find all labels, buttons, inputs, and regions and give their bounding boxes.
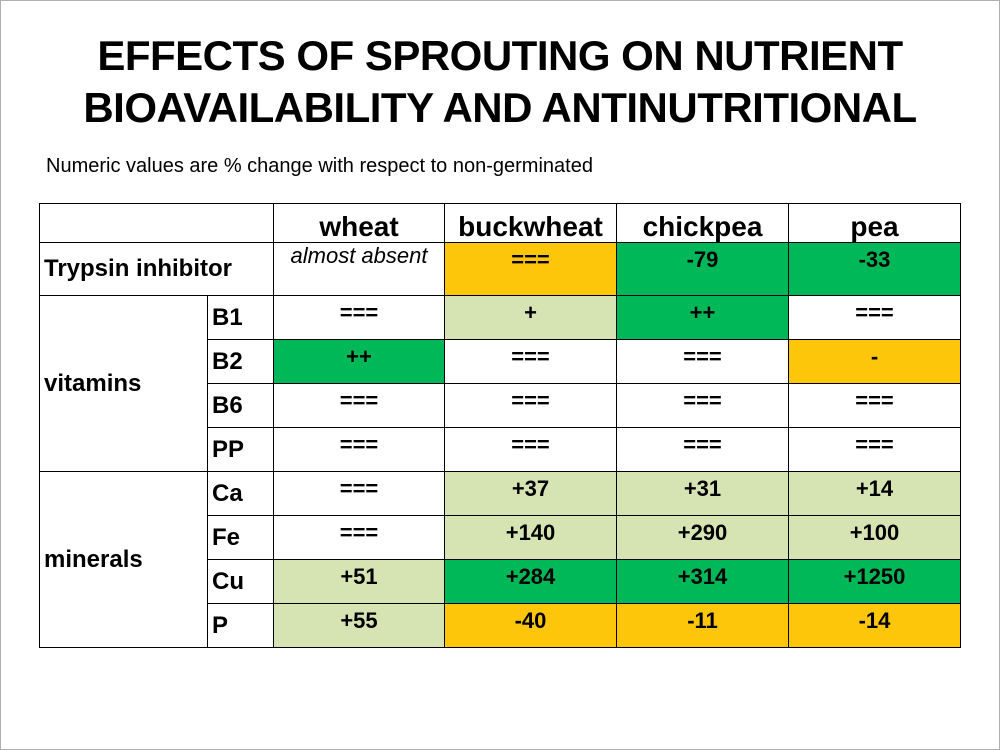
table-cell: +31 [616,471,789,516]
table-row: Cu +51 +284 +314 +1250 [40,559,961,604]
table-row: Fe === +140 +290 +100 [40,515,961,560]
column-header: wheat [273,203,445,243]
table-cell: === [788,295,961,340]
group-label: vitamins [39,295,208,472]
table-cell: +1250 [788,559,961,604]
table-cell: almost absent [273,242,445,296]
table-cell: === [616,427,789,472]
table-cell: -11 [616,603,789,648]
column-header: chickpea [616,203,789,243]
table-cell: === [444,242,617,296]
table-cell: === [444,427,617,472]
table-cell: -33 [788,242,961,296]
row-label: B1 [207,295,274,340]
table-row: vitamins B1 === + ++ === [39,295,961,472]
table-row: minerals Ca === +37 +31 +14 [39,471,961,648]
table-cell: +100 [788,515,961,560]
table-cell: +290 [616,515,789,560]
table-cell: - [788,339,961,384]
cell-text: almost absent [290,243,428,269]
table-cell: === [273,295,445,340]
table-cell: === [616,383,789,428]
row-label: PP [207,427,274,472]
group-label: minerals [39,471,208,648]
table-cell: === [616,339,789,384]
table-cell: === [273,427,445,472]
column-header: pea [788,203,961,243]
table-cell: === [273,515,445,560]
table-cell: +140 [444,515,617,560]
table-cell: === [444,339,617,384]
table-row: B2 ++ === === - [40,339,961,384]
table-cell: === [788,427,961,472]
row-label: Fe [207,515,274,560]
column-header: buckwheat [444,203,617,243]
table-cell: +284 [444,559,617,604]
row-label: P [207,603,274,648]
table-cell: === [273,383,445,428]
row-label: Ca [207,471,274,516]
table-cell: -40 [444,603,617,648]
row-label: B2 [207,339,274,384]
row-label: B6 [207,383,274,428]
slide-title: EFFECTS OF SPROUTING ON NUTRIENT BIOAVAI… [0,30,1000,134]
title-line-2: BIOAVAILABILITY AND ANTINUTRITIONAL [83,84,917,131]
row-label: Cu [207,559,274,604]
table-cell: -79 [616,242,789,296]
table-cell: +314 [616,559,789,604]
table-cell: +14 [788,471,961,516]
table-cell: +51 [273,559,445,604]
table-row: PP === === === === [40,427,961,472]
table-row: Trypsin inhibitor almost absent === -79 … [39,242,961,296]
subtitle: Numeric values are % change with respect… [46,155,593,177]
table-row: B6 === === === === [40,383,961,428]
table-cell: -14 [788,603,961,648]
table-cell: ++ [273,339,445,384]
table-cell: === [273,471,445,516]
table-cell: ++ [616,295,789,340]
table-cell: +37 [444,471,617,516]
table-row: P +55 -40 -11 -14 [40,603,961,648]
table-cell: +55 [273,603,445,648]
sprouting-effects-table: wheat buckwheat chickpea pea Trypsin inh… [39,203,961,648]
header-row: wheat buckwheat chickpea pea [39,203,961,243]
corner-cell [39,203,274,243]
table-cell: === [444,383,617,428]
table-cell: + [444,295,617,340]
title-line-1: EFFECTS OF SPROUTING ON NUTRIENT [97,32,903,79]
table-cell: === [788,383,961,428]
row-label: Trypsin inhibitor [39,242,274,296]
